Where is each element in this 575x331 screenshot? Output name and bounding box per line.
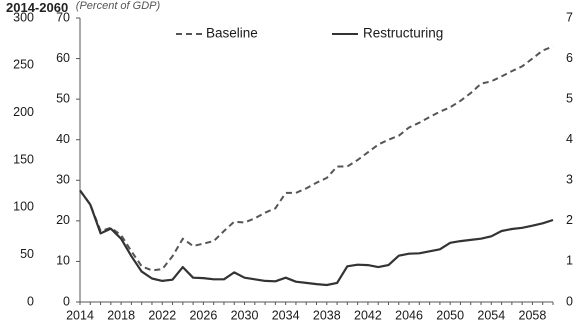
y-outer-tick-label: 100 (13, 200, 34, 214)
x-tick-label: 2058 (519, 308, 547, 322)
x-tick-label: 2014 (66, 308, 94, 322)
legend-label-restructuring: Restructuring (363, 26, 443, 41)
x-tick-label: 2034 (272, 308, 300, 322)
left-inner-axis-ticks: 0 10 20 30 40 50 60 70 (56, 10, 80, 308)
x-tick-label: 2018 (107, 308, 135, 322)
y-right-tick-label: 4 (566, 132, 573, 146)
y-outer-tick-label: 300 (13, 10, 34, 24)
y-outer-tick-label: 200 (13, 105, 34, 119)
chart-subtitle-text: (Percent of GDP) (76, 0, 161, 12)
x-tick-label: 2026 (189, 308, 217, 322)
x-tick-label: 2038 (313, 308, 341, 322)
y-right-tick-label: 0 (566, 294, 573, 308)
y-inner-tick-label: 10 (56, 254, 70, 268)
series-line-baseline (79, 45, 554, 272)
chart-legend: Baseline Restructuring (176, 26, 443, 41)
y-right-tick-label: 7 (566, 10, 573, 24)
y-right-tick-label: 2 (566, 213, 573, 227)
x-tick-label: 2046 (395, 308, 423, 322)
y-outer-tick-label: 250 (13, 58, 34, 72)
y-right-tick-label: 3 (566, 173, 573, 187)
y-right-tick-label: 5 (566, 91, 573, 105)
svg-text:2014-2060 (Percent of GD: 2014-2060 (Percent of GDP) (6, 0, 160, 15)
y-inner-tick-label: 60 (56, 51, 70, 65)
x-axis-ticks: 2014 2018 2022 2026 2030 2034 2038 2042 2046 2050… (66, 302, 554, 322)
series-layer (79, 45, 554, 287)
chart-title: 2014-2060 (Percent of GDP) (6, 0, 160, 15)
chart-title-text: 2014-2060 (6, 0, 68, 15)
x-tick-label: 2042 (354, 308, 382, 322)
x-tick-label: 2054 (477, 308, 505, 322)
plot-axes (79, 18, 553, 303)
series-line-restructuring (79, 189, 554, 287)
x-tick-label: 2050 (436, 308, 464, 322)
legend-label-baseline: Baseline (206, 26, 258, 41)
y-inner-tick-label: 70 (56, 10, 70, 24)
y-right-tick-label: 1 (566, 254, 573, 268)
left-outer-axis-ticks: 0 50 100 150 200 250 300 (13, 10, 34, 308)
y-inner-tick-label: 50 (56, 91, 70, 105)
y-inner-tick-label: 20 (56, 213, 70, 227)
y-inner-tick-label: 40 (56, 132, 70, 146)
y-outer-tick-label: 150 (13, 152, 34, 166)
right-axis-ticks: 0 1 2 3 4 5 6 7 (566, 10, 573, 308)
x-tick-label: 2022 (148, 308, 176, 322)
y-outer-tick-label: 50 (20, 247, 34, 261)
y-outer-tick-label: 0 (27, 294, 34, 308)
x-tick-label: 2030 (231, 308, 259, 322)
y-inner-tick-label: 0 (63, 294, 70, 308)
y-right-tick-label: 6 (566, 51, 573, 65)
y-inner-tick-label: 30 (56, 173, 70, 187)
